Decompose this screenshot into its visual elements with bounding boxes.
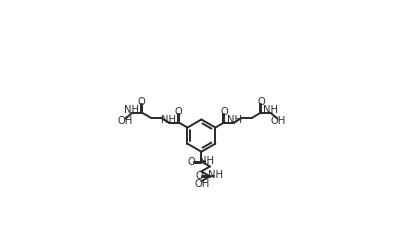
Text: OH: OH (195, 179, 209, 189)
Text: O: O (174, 107, 182, 117)
Text: O: O (257, 97, 265, 107)
Text: O: O (187, 156, 195, 167)
Text: O: O (196, 171, 204, 181)
Text: NH: NH (263, 105, 278, 115)
Text: O: O (220, 107, 228, 117)
Text: NH: NH (227, 115, 242, 125)
Text: NH: NH (199, 156, 214, 166)
Text: NH: NH (208, 170, 223, 180)
Text: OH: OH (117, 116, 132, 126)
Text: OH: OH (270, 116, 286, 126)
Text: O: O (138, 97, 146, 107)
Text: NH: NH (125, 105, 140, 115)
Text: NH: NH (161, 115, 176, 125)
